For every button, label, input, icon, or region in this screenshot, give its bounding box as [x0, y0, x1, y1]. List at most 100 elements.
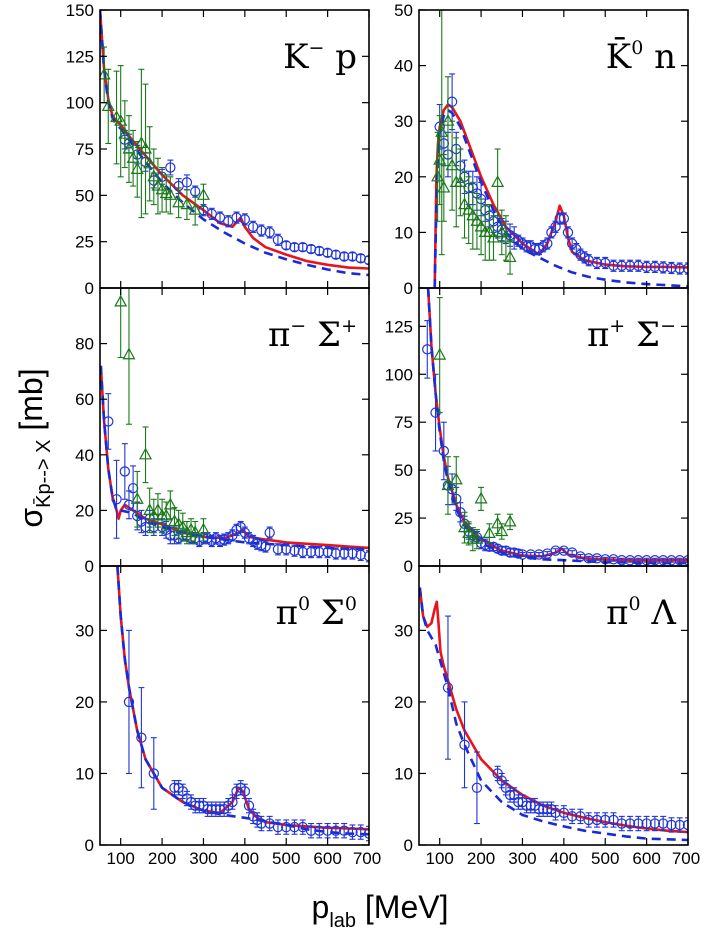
data-point-circle: [289, 545, 300, 556]
data-point-circle: [600, 814, 611, 826]
x-tick-label: 100: [107, 849, 135, 868]
data-point-triangle: [441, 478, 455, 491]
data-point-triangle: [449, 472, 463, 485]
data-point-circle: [649, 555, 661, 566]
data-point-circle: [641, 261, 652, 273]
panel-4: 0 25 50 75 100 125 π+ Σ−: [385, 287, 689, 576]
data-point-circle: [616, 260, 627, 271]
data-point-circle: [330, 548, 342, 559]
data-point-circle: [649, 261, 661, 273]
y-tick-label: 60: [75, 390, 94, 409]
y-tick-label: 10: [394, 764, 413, 783]
label-base: K̄: [606, 36, 632, 77]
x-tick-label: 400: [550, 849, 578, 868]
data-point-triangle: [114, 113, 128, 126]
y-tick-label: 25: [75, 233, 94, 252]
y-tick-label: 0: [404, 557, 413, 576]
data-point-circle: [558, 545, 570, 556]
data-point-circle: [566, 811, 578, 822]
panel-plot-area: [116, 566, 369, 842]
panel-reaction-label: π+ Σ−: [587, 315, 676, 355]
panel-1: 0 25 50 75 100 125 150 K− p: [66, 1, 370, 298]
x-tick-label: 300: [189, 849, 217, 868]
data-point-triangle: [503, 250, 517, 263]
panel-plot-area: [100, 10, 369, 277]
data-point-triangle: [188, 525, 202, 538]
data-point-circle: [136, 732, 147, 743]
data-point-circle: [355, 549, 366, 561]
panel-3: 0 20 40 60 80 π− Σ+: [75, 287, 370, 576]
label-suffix: Λ: [641, 593, 677, 633]
y-tick-label: 20: [394, 693, 413, 712]
y-tick-label: 100: [66, 94, 94, 113]
data-point-triangle: [466, 208, 480, 221]
data-point-circle: [239, 786, 251, 797]
data-point-circle: [314, 825, 325, 836]
data-point-triangle: [180, 197, 194, 210]
y-tick-label: 75: [75, 140, 94, 159]
data-point-triangle: [499, 230, 513, 243]
data-point-triangle: [474, 219, 488, 232]
data-point-circle: [289, 242, 300, 253]
y-tick-label: 125: [66, 47, 94, 66]
data-point-triangle: [180, 525, 194, 538]
data-point-circle: [550, 807, 561, 819]
y-tick-label: 80: [75, 335, 94, 354]
data-point-triangle: [118, 126, 132, 139]
panel-reaction-label: π0 Σ0: [276, 593, 357, 633]
y-tick-label: 50: [394, 461, 413, 480]
label-suffix: Σ: [306, 315, 341, 355]
panel-plot-area: [419, 587, 688, 842]
theory-curve-dashed: [100, 10, 369, 277]
data-point-circle: [682, 263, 688, 274]
data-point-circle: [281, 821, 292, 833]
data-point-circle: [103, 416, 114, 427]
data-point-circle: [666, 819, 677, 831]
x-tick-label: 300: [508, 849, 536, 868]
data-point-triangle: [159, 508, 173, 521]
data-point-triangle: [143, 503, 157, 516]
panel-plot-area: [431, 10, 688, 288]
y-tick-label: 25: [394, 509, 413, 528]
y-tick-label: 150: [66, 1, 94, 20]
data-point-circle: [314, 546, 325, 558]
data-point-circle: [575, 551, 586, 562]
data-point-circle: [256, 225, 267, 236]
y-tick-label: 10: [75, 764, 94, 783]
data-point-circle: [260, 541, 271, 552]
theory-curve-dashed: [433, 108, 688, 288]
label-sup: +: [609, 315, 625, 337]
data-point-triangle: [482, 225, 496, 237]
data-point-circle: [558, 213, 570, 224]
y-axis-title: σK̄p--> X [mb]: [13, 368, 55, 527]
y-tick-label: 100: [385, 365, 413, 384]
label-sup: 0: [631, 37, 643, 59]
data-point-circle: [657, 262, 669, 273]
data-point-circle: [243, 800, 255, 811]
y-tick-label: 20: [75, 501, 94, 520]
data-point-triangle: [188, 202, 202, 215]
panel-reaction-label: K̄0 n: [606, 36, 676, 77]
data-point-triangle: [151, 503, 165, 516]
label-base: K: [283, 37, 309, 77]
data-point-circle: [264, 527, 275, 538]
data-point-circle: [682, 819, 688, 831]
data-point-circle: [206, 208, 217, 220]
data-point-circle: [624, 818, 636, 829]
data-point-triangle: [122, 141, 136, 154]
data-point-circle: [264, 227, 275, 238]
data-point-circle: [347, 548, 358, 559]
data-point-circle: [355, 253, 366, 264]
data-point-circle: [682, 555, 688, 566]
x-tick-label: 200: [148, 849, 176, 868]
label-sup: −: [290, 315, 306, 337]
y-tick-label: 30: [75, 621, 94, 640]
data-point-triangle: [495, 524, 509, 537]
x-tick-label: 700: [353, 849, 381, 868]
data-point-circle: [322, 247, 333, 258]
data-point-circle: [525, 549, 536, 560]
data-point-circle: [633, 260, 644, 271]
data-point-circle: [657, 555, 669, 566]
data-point-circle: [272, 234, 284, 246]
